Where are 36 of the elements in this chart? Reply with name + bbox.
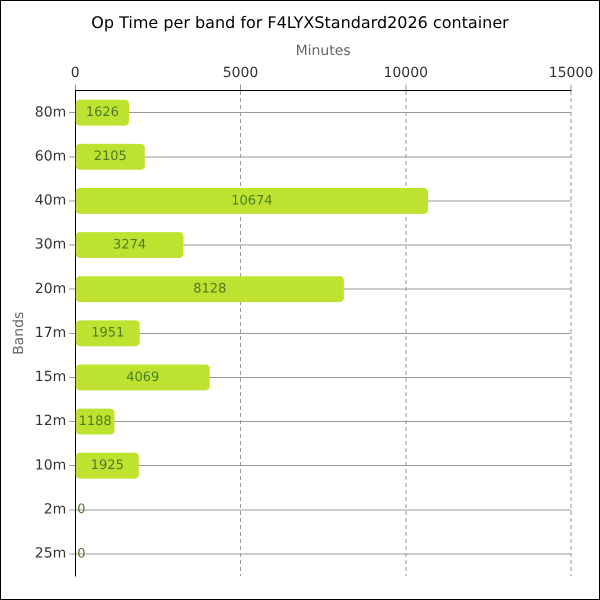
y-tick-label: 20m (34, 280, 66, 297)
bar (76, 320, 140, 346)
y-tick-label: 2m (44, 501, 66, 518)
data-label: 1626 (86, 105, 119, 120)
x-tick-label: 5000 (222, 64, 258, 81)
data-label: 0 (77, 502, 86, 518)
y-tick-label: 60m (34, 148, 66, 164)
data-label: 2105 (94, 149, 127, 164)
x-tick-label: 10000 (383, 64, 428, 81)
x-tick-label: 15000 (548, 64, 594, 81)
bar (76, 364, 210, 390)
y-tick-label: 15m (34, 369, 66, 386)
y-tick-label: 80m (34, 104, 66, 120)
x-axis-title: Minutes (296, 43, 351, 60)
data-label: 10674 (231, 193, 273, 208)
bar (76, 452, 139, 479)
y-tick-label: 40m (34, 192, 66, 209)
bar (76, 276, 344, 302)
y-axis-title: Bands (11, 312, 28, 355)
bar (76, 144, 145, 170)
data-label: 1925 (90, 458, 124, 474)
y-tick-label: 30m (34, 236, 66, 253)
data-label: 1188 (78, 414, 112, 429)
y-tick-label: 12m (34, 413, 66, 430)
y-tick-label: 17m (34, 324, 66, 341)
bar (76, 188, 428, 214)
data-label: 1951 (91, 326, 124, 341)
y-tick-label: 25m (34, 546, 66, 562)
data-label: 3274 (113, 237, 146, 252)
bar (76, 232, 184, 258)
data-label: 0 (77, 546, 86, 562)
x-tick-label: 0 (70, 64, 80, 81)
data-label: 4069 (126, 370, 160, 385)
data-label: 8128 (193, 282, 226, 297)
y-tick-label: 10m (34, 457, 66, 474)
chart-title: Op Time per band for F4LYXStandard2026 container (90, 13, 510, 32)
